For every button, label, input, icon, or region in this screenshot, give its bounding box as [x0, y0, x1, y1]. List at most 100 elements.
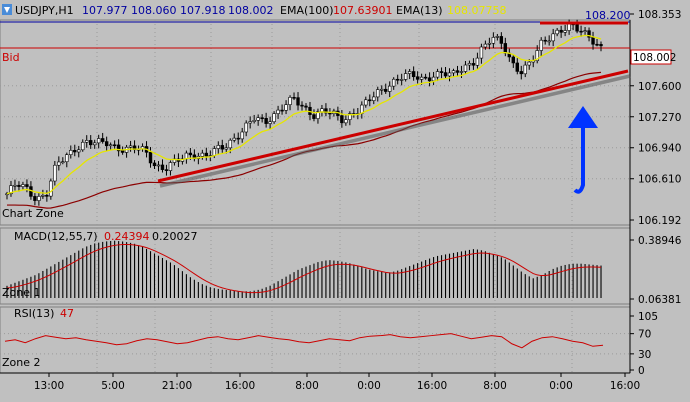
- candle-body: [65, 154, 69, 163]
- candle-body: [100, 138, 105, 142]
- candle-body: [499, 36, 504, 44]
- candle-body: [451, 70, 456, 74]
- rsi-zone-label: Zone 2: [2, 356, 41, 369]
- candle-body: [384, 88, 388, 92]
- header-high: 108.060: [131, 4, 177, 17]
- candle-body: [479, 46, 484, 59]
- y-tick-label: 106.940: [638, 143, 681, 155]
- x-tick-label: 0:00: [357, 380, 381, 392]
- candle-body: [89, 140, 93, 146]
- header-low: 107.918: [180, 4, 226, 17]
- candle-body: [204, 152, 209, 157]
- candle-body: [535, 50, 539, 62]
- candle-body: [543, 39, 547, 42]
- support-trendline[interactable]: [157, 69, 629, 183]
- x-tick-label: 16:00: [610, 380, 640, 392]
- candle-body: [551, 33, 555, 42]
- candle-body: [236, 137, 240, 140]
- candle-body: [256, 117, 260, 121]
- candle-body: [268, 121, 272, 124]
- header-bar: [0, 0, 690, 20]
- candle-body: [164, 169, 169, 171]
- top-level-label: 108.200: [585, 9, 631, 22]
- candle-body: [160, 164, 165, 170]
- candle-body: [188, 152, 193, 156]
- candle-body: [475, 57, 480, 66]
- macd-grid: [96, 228, 573, 304]
- candle-body: [376, 89, 380, 98]
- candle-body: [81, 141, 85, 151]
- y-tick-label: 107.600: [638, 81, 681, 93]
- up-arrow[interactable]: [568, 106, 598, 194]
- candle-body: [511, 56, 515, 64]
- price-panel-frame: [0, 19, 631, 226]
- ema13-line: [6, 34, 602, 195]
- candle-body: [547, 40, 551, 43]
- ema100-path: [6, 71, 602, 209]
- chart-zone-label: Chart Zone: [2, 207, 64, 220]
- macd-signal-path: [6, 243, 602, 294]
- candle-body: [388, 85, 392, 92]
- candle-body: [13, 184, 17, 187]
- candle-body: [372, 96, 376, 101]
- candle-body: [595, 43, 599, 46]
- candle-body: [587, 30, 591, 38]
- candle-body: [328, 112, 332, 115]
- x-tick-label: 5:00: [101, 380, 125, 392]
- candle-body: [459, 71, 464, 73]
- candle-body: [575, 24, 579, 32]
- candle-body: [380, 88, 384, 91]
- candle-body: [276, 109, 280, 114]
- macd-zone-label: Zone 1: [2, 286, 41, 299]
- candle-body: [579, 30, 583, 33]
- candle-body: [41, 195, 45, 197]
- candle-body: [212, 148, 216, 156]
- candle-body: [599, 44, 603, 47]
- header-ema13-label: EMA(13): [396, 4, 443, 17]
- candle-body: [232, 137, 236, 141]
- candle-body: [260, 117, 264, 120]
- x-axis-ticks: 13:00 5:00 21:00 16:00 8:00 0:00 16:00 8:00 0:00…: [34, 373, 640, 392]
- candles: [5, 19, 603, 206]
- y-tick-label: 0: [638, 365, 645, 377]
- header-symbol: USDJPY,H1: [15, 4, 74, 17]
- ema100-line: [6, 71, 602, 209]
- candle-body: [220, 145, 224, 150]
- candle-body: [288, 97, 292, 105]
- y-tick-label: 105: [638, 311, 658, 323]
- candle-body: [391, 78, 396, 87]
- y-tick-label: 0.06381: [638, 294, 681, 306]
- rsi-value: 47: [60, 307, 74, 320]
- candle-body: [495, 36, 500, 38]
- y-tick-label: 106.192: [638, 215, 681, 227]
- x-tick-label: 0:00: [549, 380, 573, 392]
- candle-body: [583, 30, 587, 32]
- price-grid: [0, 20, 630, 225]
- candle-body: [555, 29, 559, 35]
- y-tick-label: 106.610: [638, 174, 681, 186]
- candle-body: [348, 113, 352, 120]
- header-close: 108.002: [228, 4, 274, 17]
- candle-body: [252, 120, 256, 122]
- header-icon[interactable]: [2, 4, 12, 15]
- candle-body: [471, 63, 476, 66]
- candle-body: [280, 109, 284, 112]
- candle-body: [427, 77, 432, 82]
- candle-body: [415, 76, 420, 80]
- candle-body: [296, 97, 300, 106]
- bid-price-tag-text: 108.002: [633, 52, 676, 64]
- candle-body: [463, 64, 468, 72]
- candle-body: [539, 39, 543, 51]
- candle-body: [224, 147, 228, 150]
- macd-value1: 0.24394: [104, 230, 150, 243]
- y-tick-label: 30: [638, 349, 651, 361]
- rsi-path: [4, 333, 604, 349]
- x-tick-label: 16:00: [225, 380, 255, 392]
- macd-histogram: [6, 240, 602, 298]
- candle-body: [148, 152, 153, 164]
- candle-body: [523, 64, 527, 75]
- candle-body: [45, 195, 49, 197]
- candle-body: [447, 72, 452, 77]
- x-tick-label: 13:00: [34, 380, 64, 392]
- candle-body: [487, 42, 492, 45]
